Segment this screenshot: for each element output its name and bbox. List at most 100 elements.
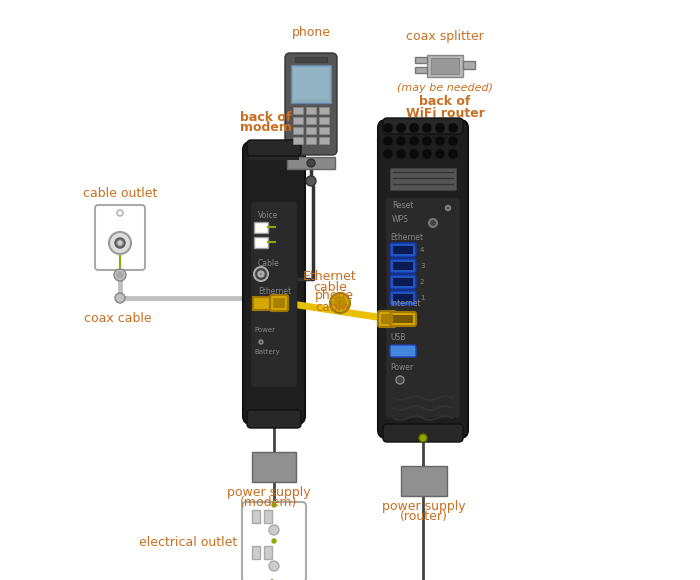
Circle shape xyxy=(396,376,404,384)
FancyBboxPatch shape xyxy=(390,345,416,357)
Text: coax splitter: coax splitter xyxy=(406,30,484,43)
Bar xyxy=(401,466,447,496)
Text: coax cable: coax cable xyxy=(84,312,152,325)
Bar xyxy=(393,246,413,254)
FancyBboxPatch shape xyxy=(247,140,301,156)
Circle shape xyxy=(258,271,264,277)
Circle shape xyxy=(396,123,406,133)
FancyBboxPatch shape xyxy=(390,291,416,305)
Bar xyxy=(306,137,316,144)
FancyBboxPatch shape xyxy=(378,120,468,438)
FancyBboxPatch shape xyxy=(378,311,396,327)
Bar xyxy=(293,117,303,124)
FancyBboxPatch shape xyxy=(247,410,301,428)
FancyBboxPatch shape xyxy=(390,259,416,273)
Text: 4: 4 xyxy=(420,247,424,253)
Circle shape xyxy=(330,293,350,313)
Text: USB: USB xyxy=(390,334,405,343)
Circle shape xyxy=(269,525,279,535)
Text: back of: back of xyxy=(240,111,292,124)
FancyBboxPatch shape xyxy=(242,502,306,580)
Bar xyxy=(254,237,268,248)
Circle shape xyxy=(435,149,445,159)
Circle shape xyxy=(272,503,276,507)
Text: Reset: Reset xyxy=(392,201,414,209)
Bar xyxy=(252,546,260,559)
Text: WiFi router: WiFi router xyxy=(405,107,484,120)
Text: Power: Power xyxy=(390,364,413,372)
Circle shape xyxy=(422,149,432,159)
Circle shape xyxy=(306,176,316,186)
Bar xyxy=(249,142,299,160)
Circle shape xyxy=(114,269,126,281)
FancyBboxPatch shape xyxy=(390,275,416,289)
Bar xyxy=(427,55,463,77)
Bar xyxy=(273,298,285,308)
Bar xyxy=(463,61,475,69)
Text: 2: 2 xyxy=(420,279,424,285)
Circle shape xyxy=(396,136,406,146)
Circle shape xyxy=(429,219,437,227)
FancyBboxPatch shape xyxy=(383,118,463,134)
Text: cable: cable xyxy=(315,301,349,314)
Text: electrical outlet: electrical outlet xyxy=(139,535,237,549)
Circle shape xyxy=(115,238,125,248)
Bar xyxy=(319,127,329,134)
FancyBboxPatch shape xyxy=(95,205,145,270)
Bar xyxy=(393,262,413,270)
Circle shape xyxy=(383,149,393,159)
FancyBboxPatch shape xyxy=(270,295,288,311)
Bar xyxy=(431,58,459,74)
Circle shape xyxy=(435,136,445,146)
Text: WPS: WPS xyxy=(392,216,409,224)
Circle shape xyxy=(422,123,432,133)
Circle shape xyxy=(409,123,419,133)
Text: phone: phone xyxy=(315,289,354,302)
Bar xyxy=(319,137,329,144)
Circle shape xyxy=(422,136,432,146)
Text: cable: cable xyxy=(313,281,347,294)
FancyBboxPatch shape xyxy=(390,243,416,257)
Circle shape xyxy=(419,434,427,442)
FancyBboxPatch shape xyxy=(243,142,305,424)
Bar xyxy=(293,137,303,144)
Bar xyxy=(306,127,316,134)
Text: Ethernet: Ethernet xyxy=(258,287,291,295)
FancyBboxPatch shape xyxy=(386,198,460,418)
Bar xyxy=(293,127,303,134)
Circle shape xyxy=(272,539,276,543)
Text: Voice: Voice xyxy=(258,211,279,219)
Text: 1: 1 xyxy=(420,295,424,301)
Text: cable outlet: cable outlet xyxy=(83,187,158,200)
Bar xyxy=(415,67,427,73)
Circle shape xyxy=(254,267,268,281)
Bar xyxy=(293,67,329,99)
Bar xyxy=(252,510,260,523)
Circle shape xyxy=(383,123,393,133)
Bar xyxy=(393,315,413,323)
Bar xyxy=(415,57,427,63)
Circle shape xyxy=(109,232,131,254)
Text: Ethernet: Ethernet xyxy=(303,270,357,283)
Text: 3: 3 xyxy=(420,263,424,269)
Text: power supply: power supply xyxy=(382,500,466,513)
Bar xyxy=(319,107,329,114)
Bar xyxy=(291,65,331,103)
Text: Cable: Cable xyxy=(258,259,280,269)
Bar xyxy=(393,278,413,286)
Bar xyxy=(306,117,316,124)
Bar xyxy=(393,294,413,302)
FancyBboxPatch shape xyxy=(390,312,416,326)
Bar xyxy=(264,510,272,523)
Text: back of: back of xyxy=(419,95,470,108)
Bar xyxy=(253,297,270,310)
Circle shape xyxy=(435,123,445,133)
Circle shape xyxy=(307,159,315,167)
FancyBboxPatch shape xyxy=(285,53,337,155)
Text: power supply: power supply xyxy=(228,486,311,499)
Circle shape xyxy=(334,297,346,309)
Bar xyxy=(390,168,456,190)
Circle shape xyxy=(409,136,419,146)
Circle shape xyxy=(117,210,123,216)
Text: Ethernet: Ethernet xyxy=(390,233,423,241)
